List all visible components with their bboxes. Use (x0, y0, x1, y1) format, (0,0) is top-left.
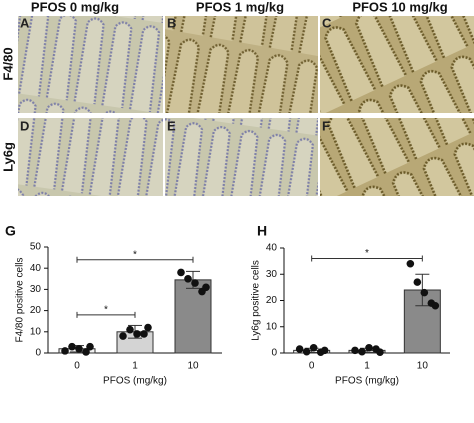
data-point (413, 278, 422, 286)
data-point (320, 346, 329, 355)
x-axis-label: PFOS (mg/kg) (103, 376, 167, 387)
y-tick-label: 10 (30, 326, 42, 337)
data-point (144, 323, 152, 332)
data-point (177, 268, 185, 277)
row-header: Ly6g (0, 142, 15, 172)
panel-letter: H (257, 223, 267, 239)
data-point (133, 330, 141, 338)
x-tick-label: 0 (74, 361, 80, 372)
y-tick-label: 40 (30, 263, 42, 274)
data-point (406, 259, 415, 268)
data-point (75, 344, 83, 353)
column-header: PFOS 10 mg/kg (352, 0, 447, 14)
panel-letter: E (167, 118, 176, 133)
data-point (309, 343, 318, 352)
x-tick-label: 1 (364, 361, 370, 372)
data-point (351, 346, 359, 355)
data-point (358, 347, 366, 356)
x-tick-label: 10 (417, 361, 429, 372)
significance-label: * (365, 248, 369, 259)
data-point (365, 343, 373, 352)
data-point (82, 348, 90, 356)
y-axis-label: F4/80 positive cells (15, 257, 26, 342)
y-tick-label: 30 (266, 269, 278, 280)
data-point (140, 330, 148, 338)
panel-letter: C (322, 15, 332, 30)
data-point (295, 345, 304, 353)
y-tick-label: 50 (30, 242, 42, 253)
micrograph (165, 118, 318, 196)
micrograph (320, 16, 474, 113)
data-point (302, 347, 311, 356)
micrograph (18, 118, 163, 196)
panel-letter: B (167, 15, 176, 30)
y-tick-label: 40 (266, 243, 278, 254)
micrograph (320, 118, 474, 196)
data-point (119, 332, 127, 340)
significance-label: * (133, 249, 137, 260)
y-tick-label: 10 (266, 321, 278, 332)
column-header: PFOS 0 mg/kg (31, 0, 119, 14)
y-tick-label: 0 (271, 348, 277, 359)
y-tick-label: 20 (266, 295, 278, 306)
data-point (126, 325, 134, 334)
row-header: F4/80 (0, 47, 15, 80)
y-tick-label: 30 (30, 284, 42, 295)
panel-letter: F (322, 118, 330, 133)
significance-label: * (104, 304, 108, 315)
x-tick-label: 1 (132, 361, 138, 372)
x-tick-label: 10 (187, 361, 199, 372)
y-tick-label: 0 (35, 348, 41, 359)
panel-letter: D (20, 118, 29, 133)
data-point (202, 283, 210, 292)
data-point (86, 342, 94, 351)
micrograph (18, 16, 163, 113)
data-point (431, 301, 440, 310)
data-point (420, 288, 429, 297)
column-header: PFOS 1 mg/kg (196, 0, 284, 14)
data-point (184, 275, 192, 283)
panel-letter: G (5, 223, 16, 239)
x-axis-label: PFOS (mg/kg) (335, 376, 399, 387)
data-point (191, 279, 199, 287)
y-tick-label: 20 (30, 305, 42, 316)
data-point (61, 347, 69, 355)
panel-letter: A (20, 15, 30, 30)
micrograph (165, 16, 318, 113)
data-point (376, 348, 384, 357)
x-tick-label: 0 (309, 361, 315, 372)
y-axis-label: Ly6g positive cells (251, 260, 262, 341)
data-point (68, 342, 76, 351)
